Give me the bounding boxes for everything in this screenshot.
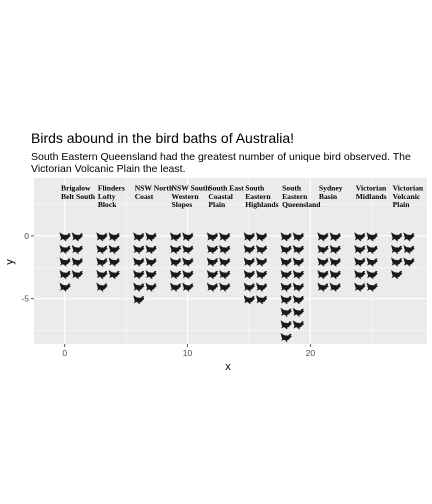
region-label: NSW South Western Slopes (172, 184, 211, 209)
chart-title: Birds abound in the bird baths of Austra… (31, 130, 294, 146)
region-label: Sydney Basin (319, 184, 343, 201)
y-axis-title: y (4, 259, 16, 265)
region-label: Flinders Lofty Block (98, 184, 125, 209)
chart-subtitle-line-2: Victorian Volcanic Plain the least. (31, 163, 185, 175)
y-tick-label: -5 (21, 294, 29, 304)
x-tick-label: 20 (306, 348, 316, 358)
x-tick-label: 10 (183, 348, 193, 358)
region-label: South Eastern Queensland (282, 184, 321, 209)
region-label: Victorian Midlands (356, 184, 387, 201)
x-tick-label: 0 (62, 348, 67, 358)
chart-subtitle-line-1: South Eastern Queensland had the greates… (31, 151, 411, 163)
region-label: South Eastern Highlands (245, 184, 278, 209)
y-tick-label: 0 (24, 231, 29, 241)
region-label: NSW North Coast (135, 184, 174, 201)
axes: 0 10 20 0 -5 (21, 231, 315, 358)
x-axis-title: x (225, 361, 231, 373)
region-label: Brigalow Belt South (61, 184, 96, 201)
region-label: South East Coastal Plain (208, 184, 244, 209)
region-label: Victorian Volcanic Plain (393, 184, 424, 209)
